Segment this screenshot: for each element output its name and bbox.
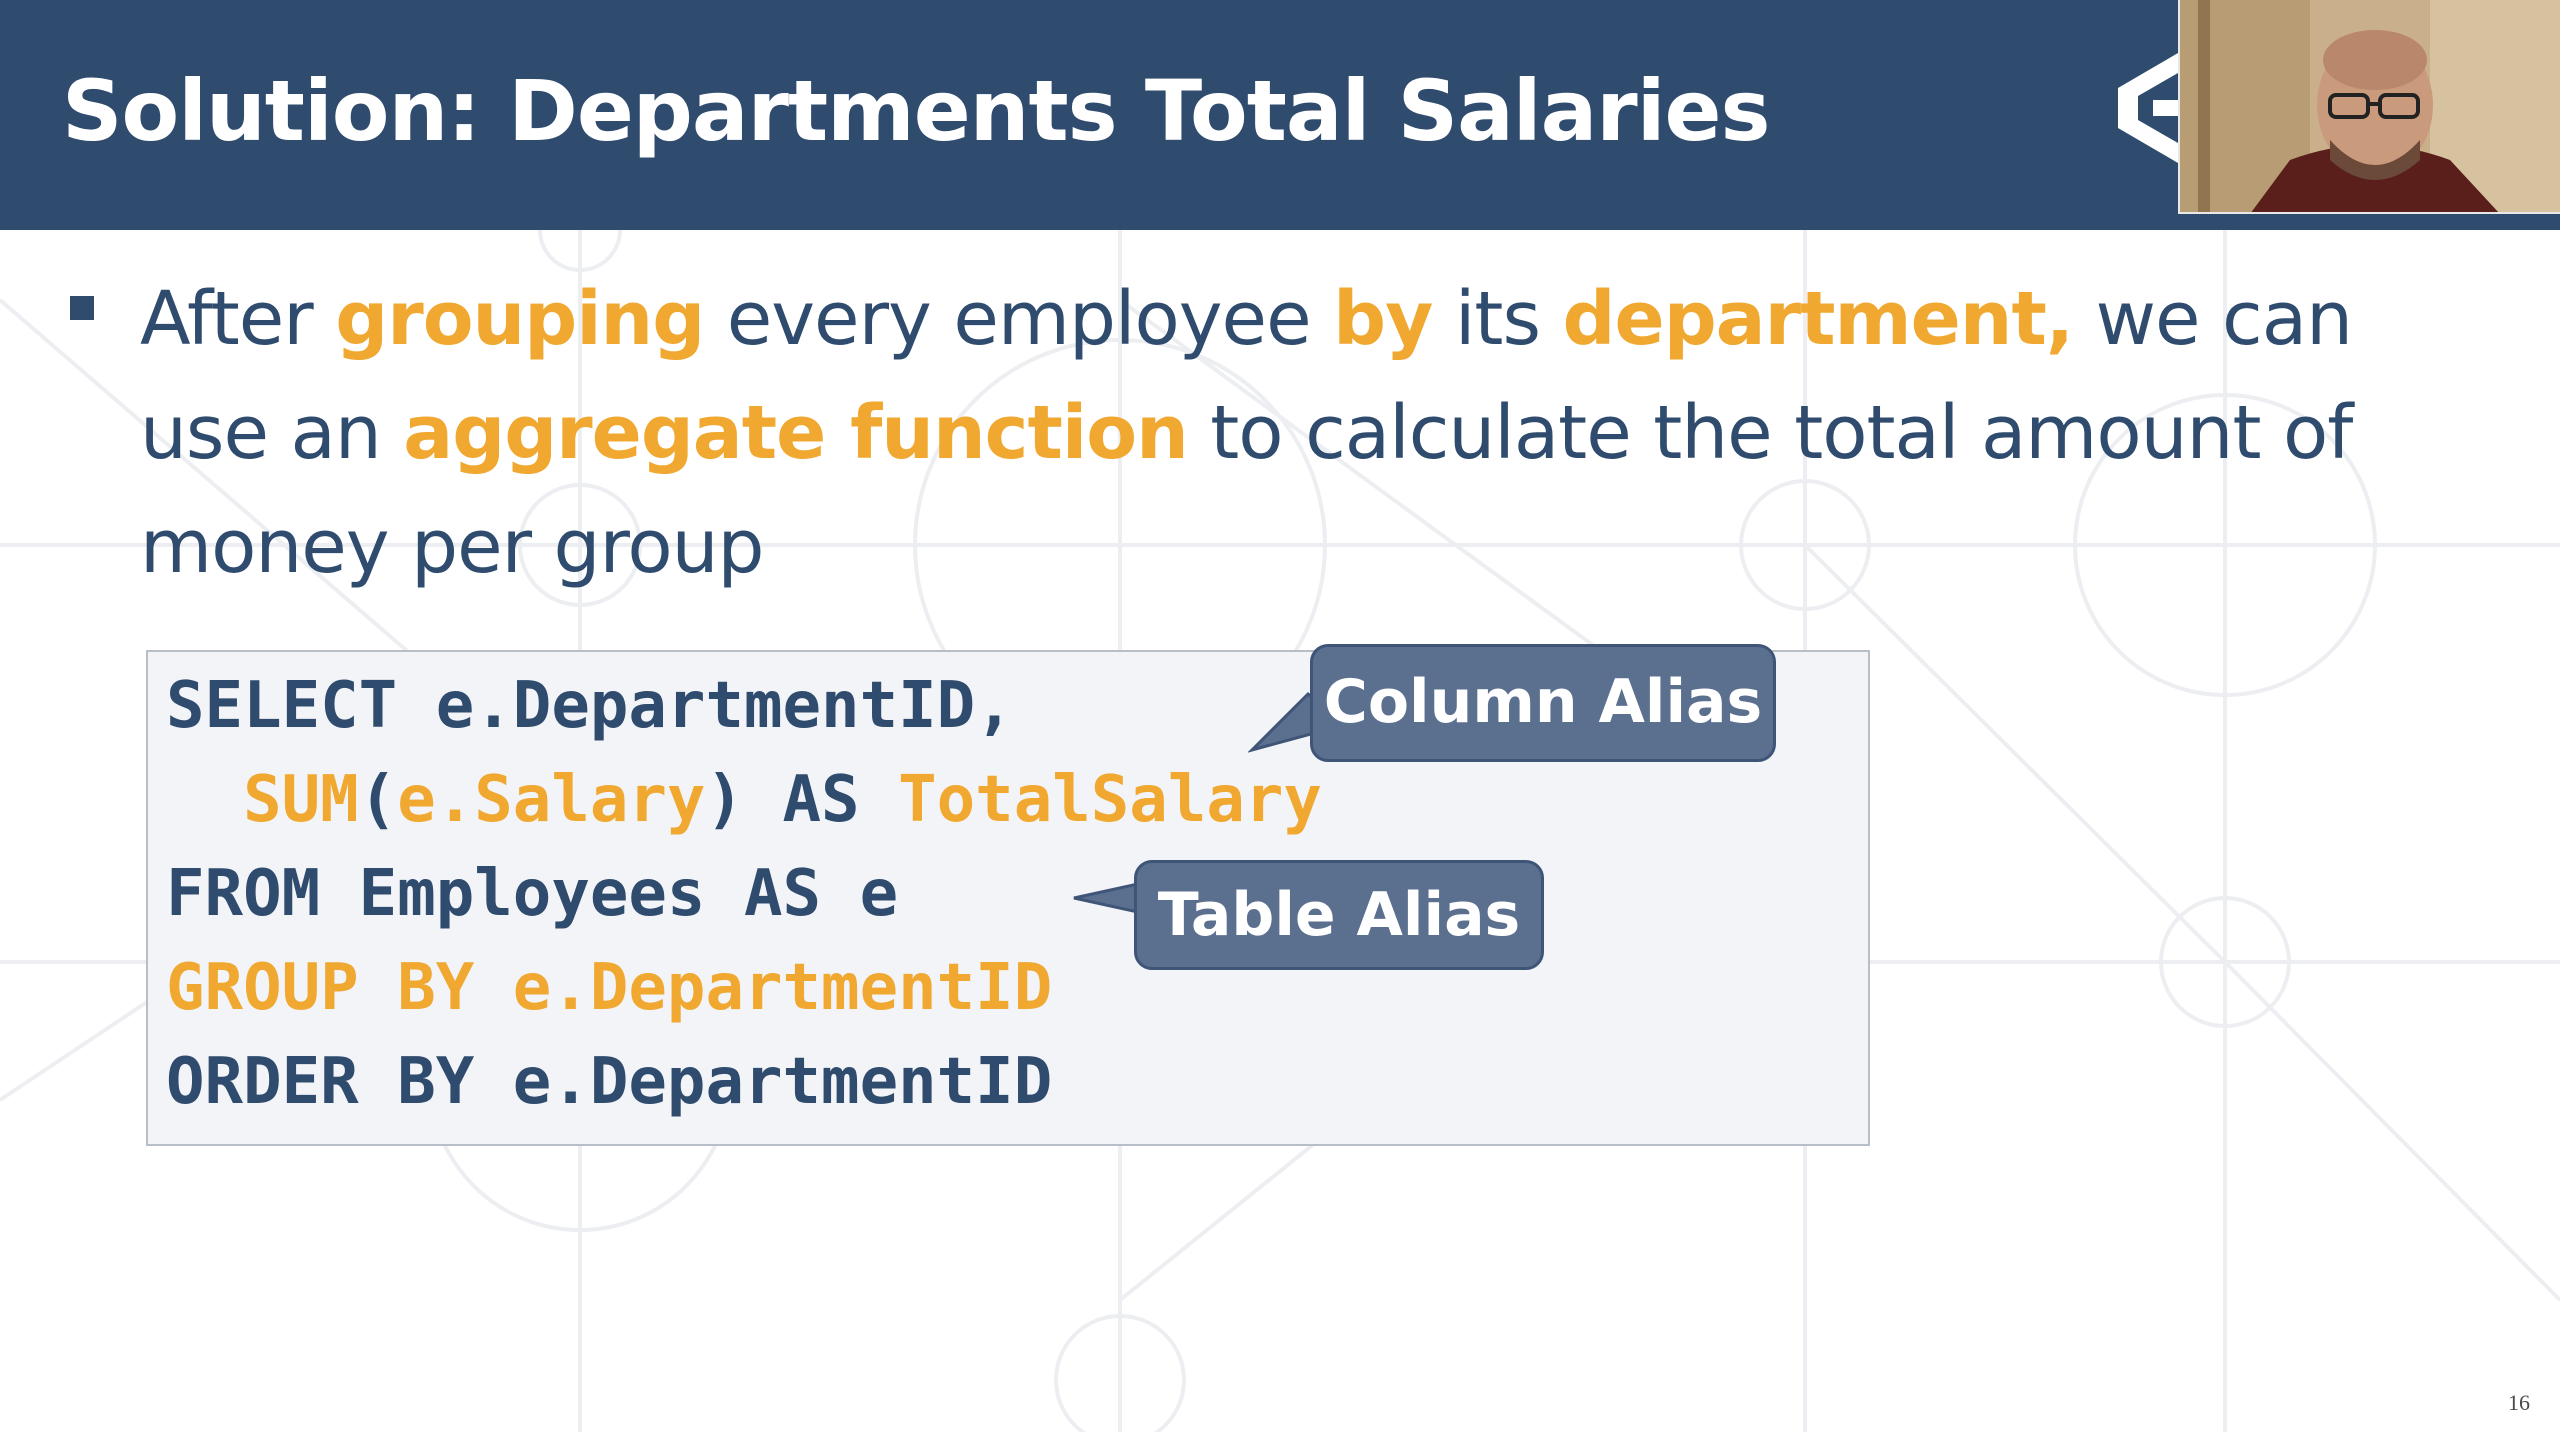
code-line-sum: SUM(e.Salary) AS TotalSalary	[166, 760, 1322, 840]
code-line-from: FROM Employees AS e	[166, 854, 898, 934]
sql-code-block: SELECT e.DepartmentID, SUM(e.Salary) AS …	[146, 650, 1870, 1146]
code-token: FROM Employees AS e	[166, 857, 899, 931]
code-line-select: SELECT e.DepartmentID,	[166, 666, 1014, 746]
bullet-segment-highlight: by	[1333, 276, 1433, 362]
code-line-order-by: ORDER BY e.DepartmentID	[166, 1042, 1052, 1122]
bullet-segment-highlight: department,	[1562, 276, 2074, 362]
bullet-text: After grouping every employee by its dep…	[140, 262, 2486, 604]
bullet-segment: its	[1432, 276, 1563, 362]
code-token	[166, 763, 243, 837]
table-alias-callout: Table Alias	[1134, 860, 1544, 970]
bullet-point: After grouping every employee by its dep…	[66, 262, 2486, 604]
page-number: 16	[2508, 1390, 2530, 1415]
code-token: ORDER BY e.DepartmentID	[166, 1045, 1053, 1119]
slide-title: Solution: Departments Total Salaries	[62, 62, 1770, 160]
presenter-webcam-icon	[2180, 0, 2560, 212]
presenter-webcam	[2178, 0, 2560, 214]
bullet-segment: every employee	[704, 276, 1334, 362]
code-token: SELECT e.DepartmentID,	[166, 669, 1014, 743]
code-token: ) AS	[705, 763, 899, 837]
slide-header: Solution: Departments Total Salaries	[0, 0, 2560, 230]
bullet-segment: we can use an	[140, 276, 2353, 476]
code-line-group-by: GROUP BY e.DepartmentID	[166, 948, 1052, 1028]
code-token: (	[358, 763, 398, 837]
bullet-segment: to calculate the total amount of money p…	[140, 390, 2353, 590]
bullet-segment-highlight: aggregate function	[403, 390, 1188, 476]
bullet-square-icon	[70, 296, 94, 320]
column-alias-callout: Column Alias	[1310, 644, 1776, 762]
code-token-highlight: SUM	[243, 763, 359, 837]
bullet-segment-highlight: grouping	[335, 276, 705, 362]
code-token-highlight: TotalSalary	[898, 763, 1322, 837]
bullet-segment: After	[140, 276, 336, 362]
code-token-highlight: e.Salary	[397, 763, 706, 837]
code-token-highlight: GROUP BY e.DepartmentID	[166, 951, 1053, 1025]
